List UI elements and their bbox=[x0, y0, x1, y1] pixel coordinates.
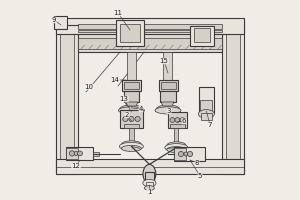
Ellipse shape bbox=[184, 152, 188, 156]
Bar bbox=[116, 20, 144, 46]
Bar bbox=[201, 113, 212, 120]
Ellipse shape bbox=[135, 116, 140, 122]
Bar bbox=[124, 82, 139, 89]
Bar bbox=[163, 52, 172, 81]
Text: 7: 7 bbox=[206, 111, 212, 128]
Text: 15: 15 bbox=[160, 58, 168, 73]
Ellipse shape bbox=[143, 179, 156, 187]
Ellipse shape bbox=[167, 142, 186, 149]
Ellipse shape bbox=[165, 144, 188, 152]
Bar bbox=[78, 38, 222, 49]
Text: 11: 11 bbox=[113, 10, 130, 30]
Bar bbox=[122, 80, 141, 91]
Text: 3: 3 bbox=[167, 108, 171, 114]
Polygon shape bbox=[161, 102, 174, 106]
Bar bbox=[170, 124, 185, 128]
Bar bbox=[78, 30, 222, 32]
Ellipse shape bbox=[69, 151, 75, 156]
Bar bbox=[127, 52, 136, 81]
Ellipse shape bbox=[118, 107, 144, 114]
Bar bbox=[226, 24, 240, 170]
Bar bbox=[200, 100, 212, 111]
Bar bbox=[124, 124, 139, 128]
Ellipse shape bbox=[180, 118, 185, 122]
Ellipse shape bbox=[155, 107, 181, 114]
Text: 5: 5 bbox=[190, 160, 202, 179]
Text: 10: 10 bbox=[85, 84, 94, 90]
Bar bbox=[194, 28, 210, 42]
Ellipse shape bbox=[156, 105, 180, 113]
Bar bbox=[174, 147, 205, 161]
Ellipse shape bbox=[123, 116, 128, 122]
Ellipse shape bbox=[120, 105, 143, 113]
Bar bbox=[56, 18, 244, 34]
Ellipse shape bbox=[74, 151, 78, 155]
Bar bbox=[124, 91, 139, 102]
Bar bbox=[222, 20, 244, 174]
Ellipse shape bbox=[198, 110, 214, 118]
Bar bbox=[78, 34, 222, 52]
Bar bbox=[66, 147, 93, 160]
Text: 2: 2 bbox=[125, 112, 131, 121]
Polygon shape bbox=[125, 102, 138, 106]
Bar bbox=[93, 152, 99, 156]
Bar bbox=[66, 148, 78, 159]
Text: 12: 12 bbox=[72, 160, 80, 169]
Text: 4: 4 bbox=[131, 106, 143, 112]
Bar bbox=[190, 26, 214, 46]
Ellipse shape bbox=[175, 118, 180, 122]
Text: 9: 9 bbox=[52, 17, 61, 25]
Bar bbox=[168, 112, 187, 128]
Ellipse shape bbox=[167, 147, 186, 153]
Bar bbox=[78, 24, 222, 29]
Ellipse shape bbox=[119, 142, 143, 150]
Bar bbox=[159, 80, 178, 91]
Bar bbox=[120, 110, 143, 128]
Ellipse shape bbox=[78, 151, 82, 156]
Ellipse shape bbox=[122, 141, 141, 148]
Bar bbox=[160, 91, 176, 102]
Bar bbox=[129, 128, 134, 143]
Bar bbox=[145, 172, 154, 183]
Bar bbox=[60, 24, 74, 170]
Bar bbox=[199, 87, 214, 113]
Bar bbox=[174, 148, 186, 160]
Ellipse shape bbox=[178, 151, 184, 157]
Text: 13: 13 bbox=[119, 96, 131, 112]
Bar bbox=[56, 20, 78, 174]
Bar bbox=[161, 82, 176, 89]
Ellipse shape bbox=[129, 116, 134, 122]
Bar bbox=[174, 128, 178, 144]
Bar bbox=[54, 16, 67, 29]
Ellipse shape bbox=[170, 118, 175, 122]
Bar bbox=[56, 159, 244, 174]
Ellipse shape bbox=[144, 186, 154, 190]
Bar bbox=[146, 182, 153, 188]
Text: 6: 6 bbox=[177, 118, 186, 124]
Ellipse shape bbox=[122, 145, 141, 151]
Ellipse shape bbox=[143, 164, 156, 184]
Text: 8: 8 bbox=[190, 160, 199, 166]
Ellipse shape bbox=[188, 151, 193, 157]
Text: 1: 1 bbox=[147, 185, 151, 195]
Text: 14: 14 bbox=[111, 77, 126, 83]
Bar bbox=[120, 24, 140, 42]
